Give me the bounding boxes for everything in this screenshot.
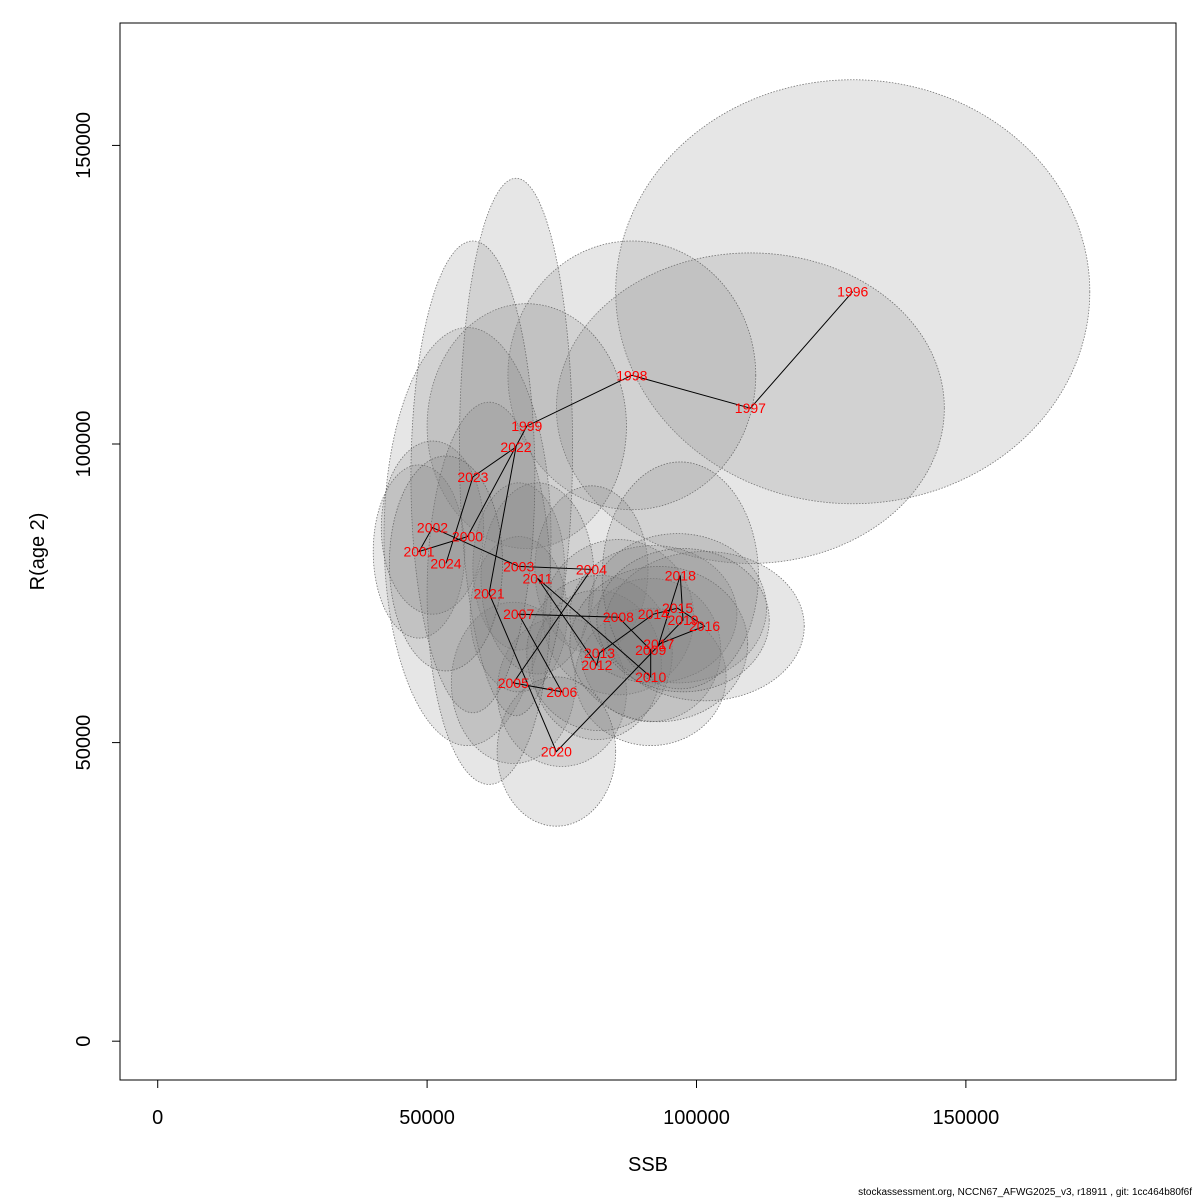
y-axis: 0 50000 100000 150000	[73, 112, 121, 1047]
point-label-2002: 2002	[417, 520, 448, 536]
x-tick-label: 0	[152, 1107, 163, 1129]
y-tick-label: 150000	[73, 112, 95, 179]
point-label-2003: 2003	[503, 558, 534, 574]
x-axis-title: SSB	[628, 1154, 668, 1176]
point-label-2016: 2016	[689, 618, 720, 634]
point-label-1999: 1999	[511, 418, 542, 434]
point-label-2005: 2005	[498, 675, 529, 691]
point-label-2011: 2011	[522, 570, 552, 586]
point-label-2012: 2012	[581, 657, 612, 673]
point-label-2013: 2013	[584, 645, 615, 661]
point-label-2023: 2023	[457, 469, 488, 485]
point-label-2018: 2018	[665, 567, 696, 583]
confidence-ellipses	[372, 79, 1091, 827]
point-label-2019: 2019	[667, 612, 698, 628]
point-label-1996: 1996	[837, 284, 868, 300]
y-axis-title: R(age 2)	[27, 513, 49, 591]
point-label-2006: 2006	[546, 684, 577, 700]
x-axis: 0 50000 100000 150000	[152, 1079, 1000, 1129]
point-label-2015: 2015	[662, 600, 693, 616]
confidence-ellipse-2024	[388, 455, 503, 672]
y-tick-label: 0	[73, 1036, 95, 1047]
confidence-ellipse-1996	[615, 79, 1091, 505]
point-label-2024: 2024	[430, 555, 461, 571]
point-label-1998: 1998	[616, 367, 647, 383]
y-tick-label: 50000	[73, 715, 95, 771]
point-label-2007: 2007	[503, 606, 534, 622]
year-labels: 1996 1997 1998 1999 2000 2001 2002 2003 2004 2005…	[403, 284, 868, 760]
point-label-2021: 2021	[473, 585, 504, 601]
y-tick-label: 100000	[73, 411, 95, 478]
point-label-2009: 2009	[635, 642, 666, 658]
point-label-2001: 2001	[403, 544, 434, 560]
trajectory-line	[417, 291, 854, 753]
point-label-2004: 2004	[576, 561, 607, 577]
x-tick-label: 50000	[399, 1107, 455, 1129]
point-label-2014: 2014	[638, 606, 669, 622]
point-label-2000: 2000	[452, 529, 483, 545]
footer-text: stockassessment.org, NCCN67_AFWG2025_v3,…	[858, 1187, 1192, 1198]
x-tick-label: 100000	[663, 1107, 730, 1129]
point-label-2020: 2020	[541, 744, 572, 760]
x-tick-label: 150000	[933, 1107, 1000, 1129]
point-label-2010: 2010	[635, 669, 666, 685]
point-label-2017: 2017	[643, 636, 674, 652]
point-label-2008: 2008	[603, 609, 634, 625]
point-label-1997: 1997	[735, 400, 766, 416]
point-label-2022: 2022	[500, 439, 531, 455]
